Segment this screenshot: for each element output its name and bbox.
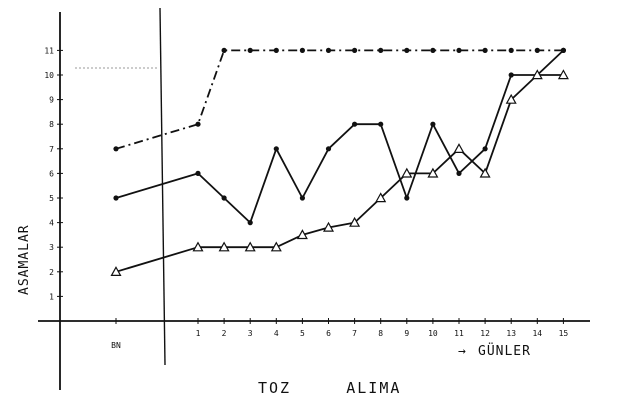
x-axis-arrow-icon: → bbox=[458, 344, 467, 359]
series-1-point bbox=[482, 47, 488, 54]
series-1-point bbox=[456, 47, 462, 54]
series-1-line bbox=[115, 49, 564, 150]
series-2-point bbox=[299, 195, 305, 201]
series-3-point bbox=[296, 229, 308, 240]
series-2-point bbox=[273, 146, 279, 152]
series-1-point bbox=[247, 47, 253, 54]
series-1-point bbox=[534, 47, 540, 54]
series-1-point bbox=[404, 47, 410, 54]
series-layer bbox=[110, 47, 569, 276]
series-1-point bbox=[352, 47, 358, 54]
y-tick-label: 11 bbox=[44, 46, 54, 55]
x-tick-label: 6 bbox=[326, 329, 331, 338]
y-tick-label: 7 bbox=[49, 145, 54, 154]
series-3-point bbox=[427, 167, 439, 178]
series-3-point bbox=[244, 241, 256, 252]
series-1-point bbox=[221, 47, 227, 54]
series-2-point bbox=[430, 121, 436, 127]
x-tick-label: 1 bbox=[196, 329, 201, 338]
y-tick-label: 1 bbox=[49, 292, 54, 301]
x-tick-label: 15 bbox=[559, 329, 569, 338]
series-1-point bbox=[113, 146, 119, 152]
baseline-divider-line bbox=[159, 7, 166, 366]
series-2-point bbox=[195, 170, 201, 176]
series-3-point bbox=[401, 167, 413, 178]
y-tick-label: 2 bbox=[49, 268, 54, 277]
series-2-line bbox=[115, 49, 565, 224]
series-3-line bbox=[115, 74, 564, 273]
x-tick-label: 5 bbox=[300, 329, 305, 338]
x-tick-label: 9 bbox=[404, 329, 409, 338]
series-2-point bbox=[352, 121, 358, 127]
series-1-point bbox=[325, 47, 332, 54]
series-3-point bbox=[218, 241, 230, 252]
y-tick-label: 8 bbox=[49, 120, 54, 129]
series-1-point bbox=[378, 47, 384, 54]
x-tick-label: 8 bbox=[378, 329, 383, 338]
series-1-point bbox=[195, 121, 201, 127]
series-3-point bbox=[349, 216, 361, 227]
series-3-point bbox=[505, 93, 517, 104]
series-3-point bbox=[322, 221, 335, 232]
series-1-point bbox=[273, 47, 279, 54]
x-axis-label: GÜNLER bbox=[478, 342, 531, 359]
x-tick-label: 12 bbox=[480, 329, 490, 338]
x-tick-label: 13 bbox=[506, 329, 516, 338]
series-1-point bbox=[299, 47, 305, 54]
series-2-point bbox=[247, 220, 253, 226]
series-2-point bbox=[404, 195, 410, 201]
series-2-point bbox=[482, 146, 488, 152]
series-1-point bbox=[430, 47, 436, 54]
x-tick-label: 2 bbox=[222, 329, 227, 338]
series-2-point bbox=[325, 146, 332, 152]
series-2-point bbox=[456, 170, 462, 176]
x-tick-label: 3 bbox=[248, 329, 253, 338]
x-tick-label: 7 bbox=[352, 329, 357, 338]
series-2-point bbox=[560, 47, 567, 54]
y-tick-label: 10 bbox=[44, 71, 54, 80]
y-axis-label: ASAMALAR bbox=[17, 224, 32, 295]
y-tick-label: 6 bbox=[49, 169, 54, 178]
series-3-point bbox=[557, 69, 569, 80]
series-3-point bbox=[453, 143, 465, 153]
series-3-point bbox=[270, 241, 282, 252]
series-2-point bbox=[378, 121, 384, 127]
x-tick-label: 4 bbox=[274, 329, 279, 338]
series-2-point bbox=[113, 195, 119, 201]
series-1-point bbox=[508, 47, 514, 54]
x-tick-label: 11 bbox=[454, 329, 464, 338]
x-tick-label: 14 bbox=[532, 329, 542, 338]
series-3-point bbox=[110, 266, 122, 276]
x-tick-label: 10 bbox=[428, 329, 438, 338]
series-3-point bbox=[531, 69, 543, 80]
series-2-point bbox=[221, 195, 227, 201]
series-3-point bbox=[479, 167, 491, 178]
x-tick-label: BN bbox=[111, 341, 121, 350]
y-tick-label: 3 bbox=[49, 243, 54, 252]
series-2-point bbox=[508, 72, 514, 78]
series-3-point bbox=[375, 192, 387, 203]
chart-title: TOZ ALIMA bbox=[258, 379, 401, 397]
series-3-point bbox=[192, 241, 204, 252]
y-tick-label: 4 bbox=[49, 219, 54, 228]
y-tick-label: 5 bbox=[49, 194, 54, 203]
y-tick-label: 9 bbox=[49, 96, 54, 105]
